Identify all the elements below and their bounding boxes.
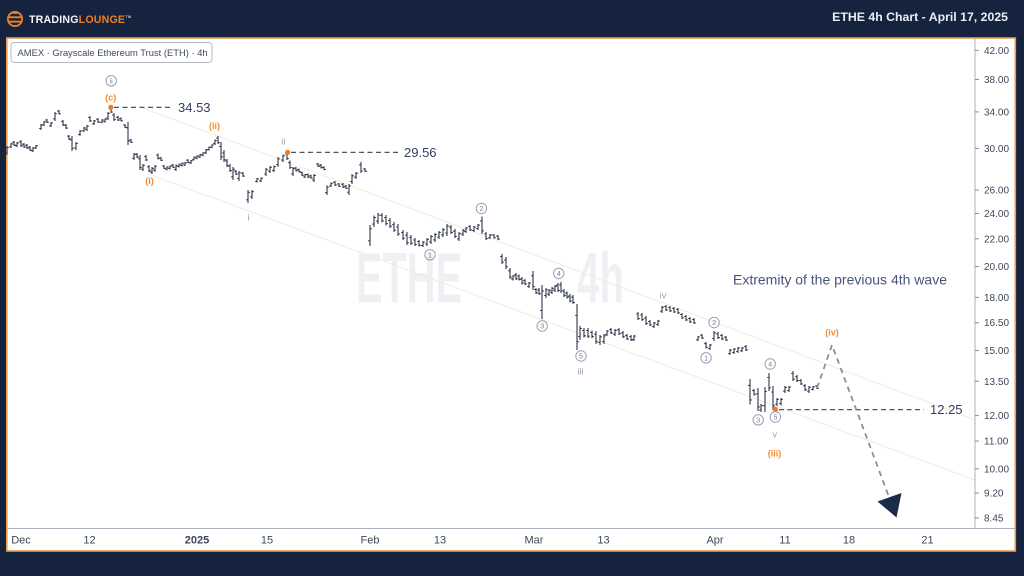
svg-text:Dec: Dec <box>11 535 31 547</box>
svg-text:Feb: Feb <box>361 535 380 547</box>
svg-text:8.45: 8.45 <box>984 513 1004 524</box>
svg-text:iii: iii <box>577 367 583 378</box>
svg-text:9.20: 9.20 <box>984 489 1004 500</box>
svg-text:20.00: 20.00 <box>984 262 1009 273</box>
svg-text:(iii): (iii) <box>768 449 782 459</box>
svg-text:2: 2 <box>712 318 716 327</box>
svg-text:(ii): (ii) <box>209 121 220 131</box>
svg-text:18.00: 18.00 <box>984 293 1009 304</box>
svg-text:4: 4 <box>557 269 561 278</box>
svg-text:5: 5 <box>773 413 777 422</box>
svg-text:1: 1 <box>428 250 432 259</box>
svg-text:12: 12 <box>83 535 95 547</box>
svg-text:12.00: 12.00 <box>984 411 1009 422</box>
svg-text:3: 3 <box>756 415 760 424</box>
svg-text:18: 18 <box>843 535 855 547</box>
svg-text:11.00: 11.00 <box>984 437 1009 448</box>
svg-text:13: 13 <box>597 535 609 547</box>
svg-text:ETHE: ETHE <box>356 240 462 319</box>
svg-text:iv: iv <box>660 291 667 302</box>
svg-text:AMEX · Grayscale Ethereum Trus: AMEX · Grayscale Ethereum Trust (ETH) · … <box>18 47 208 58</box>
svg-text:22.00: 22.00 <box>984 234 1009 245</box>
svg-text:10.00: 10.00 <box>984 464 1009 475</box>
svg-text:(c): (c) <box>105 93 116 103</box>
svg-text:13: 13 <box>434 535 446 547</box>
svg-text:21: 21 <box>921 535 933 547</box>
svg-text:1: 1 <box>704 353 708 362</box>
svg-text:13.50: 13.50 <box>984 377 1009 388</box>
svg-text:i: i <box>247 213 249 224</box>
svg-text:24.00: 24.00 <box>984 209 1009 220</box>
svg-text:(iv): (iv) <box>825 328 839 338</box>
svg-text:34.00: 34.00 <box>984 107 1009 118</box>
svg-text:15: 15 <box>261 535 273 547</box>
svg-text:TRADINGLOUNGETM: TRADINGLOUNGETM <box>29 14 132 26</box>
svg-text:16.50: 16.50 <box>984 318 1009 329</box>
svg-text:42.00: 42.00 <box>984 46 1009 57</box>
svg-text:v: v <box>772 430 777 441</box>
svg-text:5: 5 <box>579 352 583 361</box>
svg-text:ii: ii <box>281 137 285 148</box>
svg-text:29.56: 29.56 <box>404 145 437 160</box>
svg-text:15.00: 15.00 <box>984 346 1009 357</box>
svg-text:(i): (i) <box>145 176 154 186</box>
svg-text:30.00: 30.00 <box>984 144 1009 155</box>
svg-text:2: 2 <box>479 204 483 213</box>
svg-text:Mar: Mar <box>525 535 544 547</box>
svg-text:3: 3 <box>540 322 544 331</box>
svg-text:12.25: 12.25 <box>930 402 963 417</box>
svg-text:11: 11 <box>779 535 790 547</box>
svg-text:4h: 4h <box>577 240 624 319</box>
svg-text:34.53: 34.53 <box>178 100 211 115</box>
svg-text:2025: 2025 <box>185 535 209 547</box>
svg-text:ii: ii <box>110 76 114 85</box>
svg-text:Apr: Apr <box>706 535 723 547</box>
svg-text:4: 4 <box>768 360 772 369</box>
svg-text:38.00: 38.00 <box>984 75 1009 86</box>
svg-text:26.00: 26.00 <box>984 186 1009 197</box>
svg-text:Extremity of the previous 4th: Extremity of the previous 4th wave <box>733 272 947 288</box>
